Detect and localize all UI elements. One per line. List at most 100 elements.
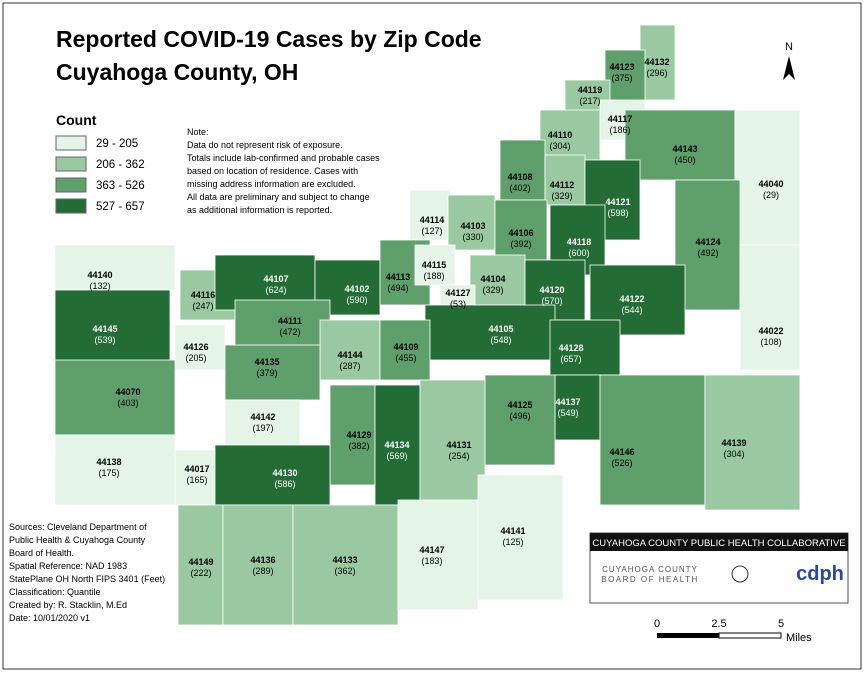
zip-count: (330) [462,232,483,242]
zip-code: 44129 [346,430,371,440]
zip-area [174,449,221,506]
zip-area [177,504,224,626]
zip-area [414,244,456,286]
zip-code: 44113 [386,272,411,282]
zip-area [674,179,741,311]
zip-code: 44128 [558,343,583,353]
zip-count: (197) [252,423,273,433]
zip-count: (108) [760,337,781,347]
zip-count: (472) [279,327,300,337]
zip-code: 44147 [419,545,444,555]
zip-code: 44070 [115,387,140,397]
zip-area [494,199,548,261]
zip-count: (29) [763,190,779,200]
zip-count: (53) [450,299,466,309]
zip-count: (492) [697,248,718,258]
zip-area [447,194,496,251]
zip-count: (205) [185,353,206,363]
legend-label: 206 - 362 [96,159,145,171]
zip-area [554,374,601,441]
source-line: Date: 10/01/2020 v1 [9,613,90,623]
zip-code: 44017 [184,464,209,474]
note-line: Totals include lab-confirmed and probabl… [187,153,380,163]
zip-area [54,244,176,291]
zip-count: (186) [609,125,630,135]
zip-code: 44135 [254,357,279,367]
zip-area [704,374,801,511]
source-line: Sources: Cleveland Department of [9,522,147,532]
zip-code: 44106 [508,228,533,238]
zip-count: (598) [607,208,628,218]
scale-label: 0 [654,618,660,630]
zip-code: 44103 [460,221,485,231]
zip-code: 44102 [344,284,369,294]
zip-count: (183) [421,556,442,566]
logo-board: CUYAHOGA COUNTY [602,565,698,574]
zip-area [397,499,479,611]
zip-area [549,319,621,376]
zip-count: (624) [265,285,286,295]
zip-code: 44144 [337,350,362,360]
zip-count: (165) [186,475,207,485]
note-line: Note: [187,127,209,137]
source-line: StatePlane OH North FIPS 3401 (Feet) [9,574,165,584]
zip-code: 44131 [446,440,471,450]
note-line: based on location of residence. Cases wi… [187,166,358,176]
north-arrow [783,56,795,80]
zip-code: 44140 [87,270,112,280]
zip-count: (382) [348,441,369,451]
zip-count: (586) [274,479,295,489]
zip-code: 44143 [672,144,697,154]
legend-title: Count [56,112,97,128]
zip-area [234,299,331,351]
logo-banner [590,533,848,551]
zip-count: (494) [387,283,408,293]
zip-area [409,189,451,241]
zip-area [469,254,526,306]
note-line: Data do not represent risk of exposure. [187,140,343,150]
zip-code: 44145 [92,324,117,334]
scale-unit: Miles [786,632,812,644]
zip-count: (549) [557,408,578,418]
zip-area [599,374,706,506]
zip-count: (222) [190,568,211,578]
legend-label: 363 - 526 [96,180,145,192]
zip-code: 44137 [555,397,580,407]
zip-area [639,24,676,101]
zip-count: (375) [611,73,632,83]
map-subtitle: Cuyahoga County, OH [56,59,298,85]
zip-code: 44130 [272,468,297,478]
zip-area [329,384,376,486]
zip-code: 44109 [393,342,418,352]
zip-code: 44110 [548,130,573,140]
zip-area [54,359,176,436]
zip-area [739,244,801,371]
zip-code: 44138 [96,457,121,467]
zip-code: 44122 [619,294,644,304]
zip-area [484,374,556,466]
zip-count: (287) [339,361,360,371]
zip-code: 44139 [721,438,746,448]
zip-area [539,109,601,161]
zip-area [604,49,646,106]
zip-code: 44136 [250,555,275,565]
source-line: Spatial Reference: NAD 1983 [9,561,127,571]
zip-areas [54,24,801,626]
legend-swatch [55,135,87,151]
zip-count: (402) [509,183,530,193]
zip-code: 44123 [609,62,634,72]
zip-code: 44146 [609,447,634,457]
scale-label: 5 [778,618,784,630]
zip-area [174,324,226,371]
zip-area [222,504,294,626]
zip-area [477,474,564,601]
zip-count: (590) [346,295,367,305]
zip-area [54,434,176,506]
note: Note: Data do not represent risk of expos… [187,127,380,215]
zip-code: 44119 [578,85,603,95]
zip-count: (600) [568,248,589,258]
logo-banner-text: CUYAHOGA COUNTY PUBLIC HEALTH COLLABORAT… [592,538,845,549]
legend: 29 - 205 206 - 362 363 - 526 527 - 657 [55,135,145,214]
zip-count: (125) [502,537,523,547]
